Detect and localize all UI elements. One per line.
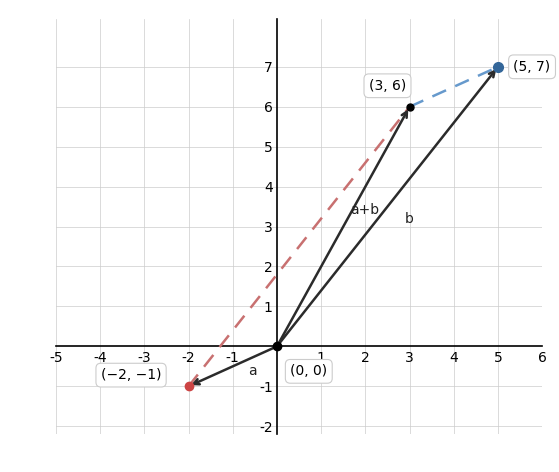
Text: (−2, −1): (−2, −1) xyxy=(101,368,162,382)
Text: a+b: a+b xyxy=(350,202,379,217)
Text: (0, 0): (0, 0) xyxy=(290,364,328,379)
Text: a: a xyxy=(248,364,257,378)
Text: (5, 7): (5, 7) xyxy=(514,60,551,74)
Text: (3, 6): (3, 6) xyxy=(369,79,406,93)
Text: b: b xyxy=(405,211,414,226)
